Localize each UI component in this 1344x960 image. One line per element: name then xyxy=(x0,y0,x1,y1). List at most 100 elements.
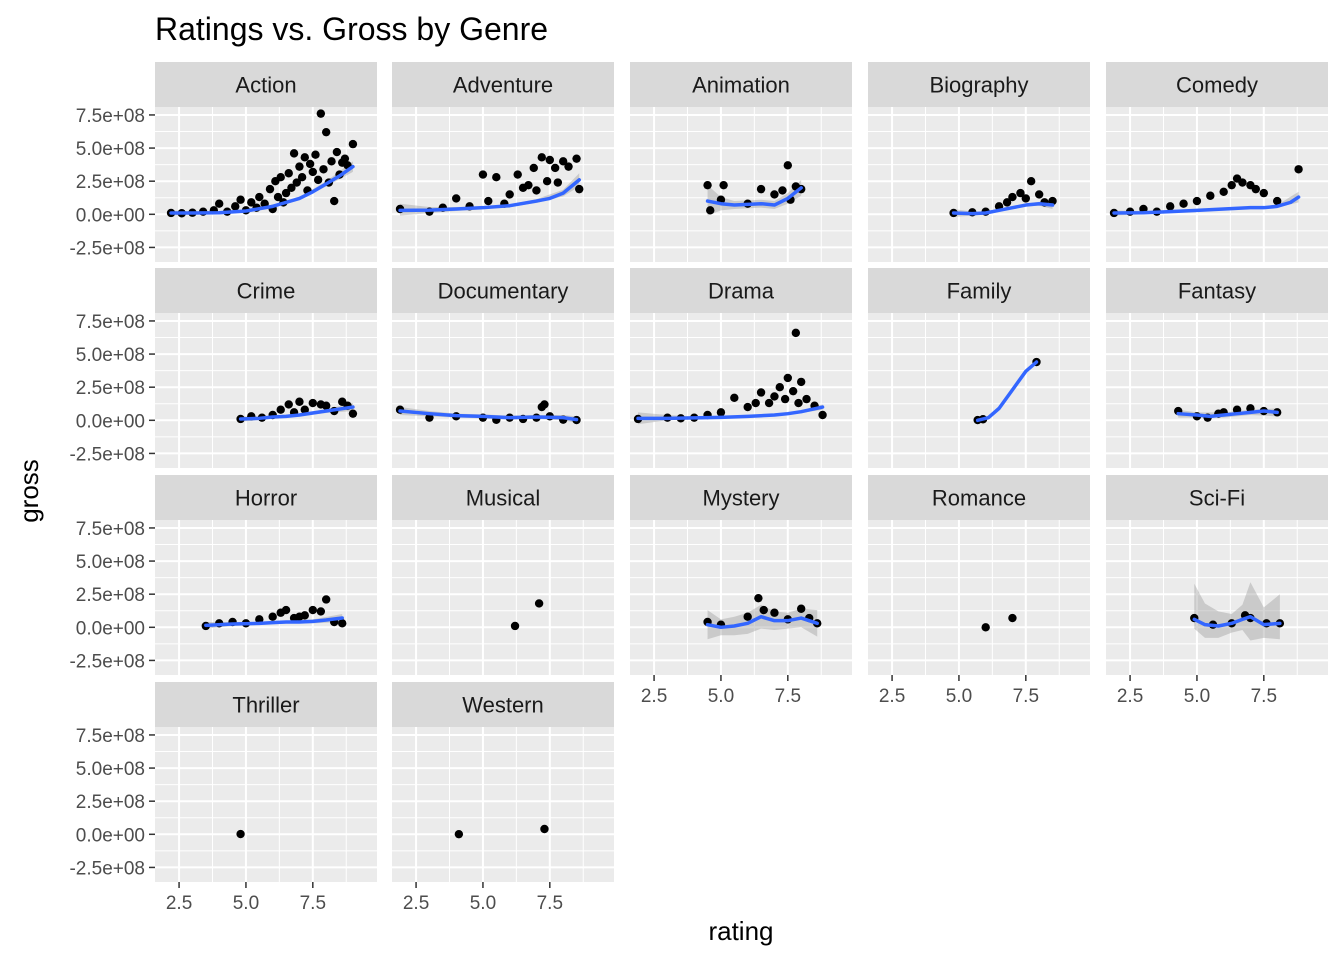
facet-strip xyxy=(155,475,377,520)
data-point xyxy=(327,157,336,166)
panel-background xyxy=(392,520,614,675)
data-point xyxy=(540,824,549,834)
smooth-line xyxy=(1112,195,1301,215)
facet-strip xyxy=(392,268,614,313)
data-point xyxy=(818,410,827,420)
facet-label: Horror xyxy=(235,486,297,511)
data-point xyxy=(524,180,533,190)
x-tick-label: 5.0 xyxy=(946,686,972,707)
smooth-line xyxy=(398,409,579,422)
gridlines xyxy=(145,727,377,882)
data-point xyxy=(1021,194,1031,203)
facet-label: Adventure xyxy=(453,73,553,98)
y-tick-label: 2.5e+08 xyxy=(76,172,145,193)
data-point xyxy=(564,162,573,171)
data-point xyxy=(716,408,726,417)
data-point xyxy=(316,607,326,616)
facet-label: Animation xyxy=(692,73,790,98)
data-point xyxy=(297,173,307,182)
facet-romance: Romance 2.5 5.0 7.5 xyxy=(858,475,1090,707)
y-axis: -2.5e+08 0.0e+00 2.5e+08 5.0e+08 7.5e+08 xyxy=(69,312,155,465)
facet-thriller: Thriller -2.5e+08 0.0e+00 2.5e+08 5.0e+08 7.5… xyxy=(69,682,377,914)
facet-fantasy: Fantasy xyxy=(1096,268,1328,468)
panel-background xyxy=(155,727,377,882)
data-point xyxy=(743,612,752,621)
data-point xyxy=(338,619,347,628)
data-point xyxy=(510,621,520,631)
x-tick-label: 2.5 xyxy=(1117,686,1143,707)
facet-strip xyxy=(630,268,852,313)
gridlines xyxy=(145,313,377,468)
data-point xyxy=(513,170,522,179)
data-point xyxy=(780,394,790,404)
data-point xyxy=(1294,165,1303,174)
facet-strip xyxy=(155,62,377,107)
smooth-line xyxy=(398,178,581,213)
y-tick-label: 2.5e+08 xyxy=(76,378,145,399)
data-point xyxy=(340,154,350,163)
facet-label: Documentary xyxy=(438,279,569,304)
panel-background xyxy=(155,107,377,262)
facet-label: Action xyxy=(235,73,296,98)
data-point xyxy=(321,127,331,137)
data-point xyxy=(236,195,245,204)
smooth-line xyxy=(705,614,819,630)
data-point xyxy=(770,392,779,401)
data-point xyxy=(284,169,293,178)
facet-animation: Animation xyxy=(620,62,852,262)
gridlines xyxy=(382,313,614,468)
y-axis-title: gross xyxy=(14,459,44,523)
data-point xyxy=(553,178,563,187)
y-tick-label: -2.5e+08 xyxy=(69,651,145,672)
data-point xyxy=(706,206,715,215)
data-point xyxy=(730,393,739,402)
facet-horror: Horror -2.5e+08 0.0e+00 2.5e+08 5.0e+08 7.5e+… xyxy=(69,475,377,675)
facet-mystery: Mystery 2.5 5.0 7.5 xyxy=(620,475,852,707)
data-point xyxy=(759,605,768,615)
points xyxy=(633,328,827,424)
data-point xyxy=(321,595,331,604)
data-point xyxy=(1165,202,1175,211)
y-tick-label: 7.5e+08 xyxy=(76,312,145,333)
data-point xyxy=(255,615,264,624)
facet-musical: Musical xyxy=(382,475,614,675)
x-tick-label: 2.5 xyxy=(403,893,429,914)
panel-background xyxy=(630,520,852,675)
data-point xyxy=(311,150,320,159)
points xyxy=(1109,165,1303,218)
y-tick-label: -2.5e+08 xyxy=(69,444,145,465)
data-point xyxy=(292,178,301,187)
confidence-ribbon xyxy=(707,179,802,216)
y-tick-label: 0.0e+00 xyxy=(76,205,145,226)
y-tick-label: 5.0e+08 xyxy=(76,139,145,160)
data-point xyxy=(289,149,299,158)
data-point xyxy=(454,829,464,839)
data-point xyxy=(319,165,328,174)
data-point xyxy=(1251,184,1260,194)
panel-background xyxy=(630,313,852,468)
y-tick-label: -2.5e+08 xyxy=(69,858,145,879)
facet-action: Action -2.5e+08 0.0e+00 2.5e+08 5.0e+08 7.5e+… xyxy=(69,62,377,262)
gridlines xyxy=(620,107,852,262)
x-tick-label: 5.0 xyxy=(1184,686,1210,707)
x-tick-label: 5.0 xyxy=(233,893,259,914)
y-tick-label: 7.5e+08 xyxy=(76,726,145,747)
data-point xyxy=(1227,180,1236,190)
y-tick-label: 5.0e+08 xyxy=(76,552,145,573)
data-point xyxy=(332,147,342,157)
facet-label: Mystery xyxy=(703,486,780,511)
data-point xyxy=(1034,190,1044,199)
data-point xyxy=(231,202,240,211)
x-tick-label: 7.5 xyxy=(537,893,563,914)
smooth-line xyxy=(1176,409,1279,419)
panel-background xyxy=(1106,313,1328,468)
y-axis: -2.5e+08 0.0e+00 2.5e+08 5.0e+08 7.5e+08 xyxy=(69,519,155,672)
data-point xyxy=(308,167,318,177)
facet-western: Western 2.5 5.0 7.5 xyxy=(382,682,614,914)
data-point xyxy=(756,184,766,194)
facet-comedy: Comedy xyxy=(1096,62,1328,262)
data-point xyxy=(756,388,766,397)
panel-background xyxy=(630,107,852,262)
y-tick-label: 0.0e+00 xyxy=(76,411,145,432)
